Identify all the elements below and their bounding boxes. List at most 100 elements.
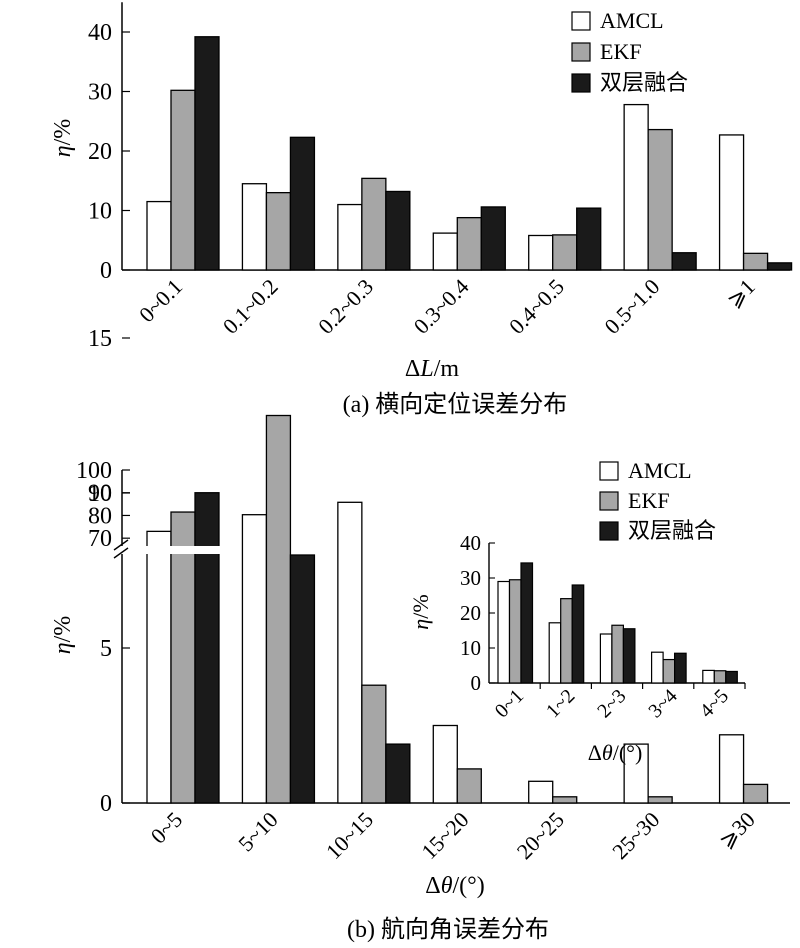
bar — [662, 658, 676, 684]
bar — [599, 633, 613, 684]
y-tick-label: 80 — [88, 503, 112, 529]
bar — [647, 128, 673, 271]
bar — [265, 414, 292, 804]
x-tick-label: 15~20 — [416, 807, 473, 864]
bar — [552, 234, 578, 271]
bar — [432, 232, 458, 271]
bar — [673, 652, 687, 684]
bar — [361, 177, 387, 271]
bar — [571, 584, 585, 684]
y-tick-label: 10 — [88, 481, 112, 507]
x-tick-label: ⩾30 — [714, 807, 760, 853]
x-tick-label: 3~4 — [644, 685, 681, 722]
bar — [456, 768, 482, 804]
legend-label: EKF — [628, 488, 670, 513]
y-tick-label: 90 — [88, 481, 112, 507]
bar — [766, 262, 793, 271]
x-tick-label: 5~10 — [233, 807, 282, 856]
bar — [528, 780, 554, 804]
inset-y-axis-label: η/% — [408, 594, 433, 629]
legend-swatch — [599, 491, 619, 511]
bar — [265, 191, 292, 271]
x-tick-label: 10~15 — [321, 807, 378, 864]
bar — [718, 734, 745, 804]
y-axis-label: η/% — [50, 616, 76, 655]
bar — [713, 670, 727, 684]
legend-swatch — [571, 73, 591, 93]
bar — [548, 622, 562, 684]
y-tick-label: 20 — [88, 139, 112, 165]
bar — [385, 190, 411, 271]
x-tick-label: 20~25 — [512, 807, 569, 864]
bar — [480, 206, 506, 271]
y-tick-label: 40 — [88, 20, 112, 46]
bar — [456, 216, 482, 271]
x-tick-label: 4~5 — [696, 685, 733, 722]
bar — [337, 203, 363, 271]
x-tick-label: 1~2 — [542, 685, 579, 722]
axis-break-gap — [116, 546, 226, 554]
bar — [194, 492, 220, 804]
bar — [622, 628, 636, 684]
bar — [647, 796, 673, 804]
x-tick-label: 0~0.1 — [134, 274, 187, 327]
bar — [560, 598, 573, 684]
inset-y-tick-label: 40 — [460, 531, 481, 555]
x-axis-label: ΔL/m — [405, 356, 459, 382]
x-axis-label: Δθ/(°) — [425, 873, 484, 899]
bar — [671, 252, 697, 271]
axis-break-mark — [113, 539, 129, 551]
x-tick-label: 0.5~1.0 — [599, 274, 664, 339]
bar — [576, 207, 602, 271]
bar — [289, 136, 316, 271]
bar — [650, 651, 664, 684]
bar — [170, 89, 196, 271]
legend-swatch — [599, 521, 619, 541]
x-tick-label: 0~1 — [491, 685, 528, 722]
panel-a-chart: 0 10 20 30 40 0~0.1 0.1~0.2 0.2~0.3 0.3~0.4 0.4~0… — [50, 2, 793, 382]
legend-label: AMCL — [600, 8, 664, 33]
legend-label: 双层融合 — [628, 518, 716, 543]
bar — [742, 783, 769, 804]
legend-label: 双层融合 — [600, 70, 688, 95]
y-tick-label: 70 — [88, 526, 112, 552]
legend-swatch — [571, 42, 591, 62]
bar — [289, 554, 316, 804]
inset-y-tick-label: 30 — [460, 566, 481, 590]
bar — [742, 252, 769, 271]
legend-swatch — [599, 461, 619, 481]
x-tick-label: 0~5 — [146, 807, 188, 849]
bar — [361, 684, 387, 804]
y-tick-label: 5 — [100, 636, 112, 662]
inset-x-axis-label: Δθ/(°) — [588, 740, 643, 765]
bar — [725, 670, 738, 684]
y-tick-label: 100 — [76, 458, 112, 484]
y-tick-label: 30 — [88, 80, 112, 106]
bar — [497, 580, 511, 684]
bar — [337, 501, 363, 804]
bar — [508, 579, 522, 684]
bar — [146, 530, 172, 804]
x-tick-label: 0.1~0.2 — [218, 274, 283, 339]
legend-label: AMCL — [628, 458, 692, 483]
x-tick-label: 0.3~0.4 — [409, 274, 474, 339]
bar — [432, 724, 458, 804]
panel-b-caption: (b) 航向角误差分布 — [347, 916, 549, 943]
x-tick-label: 25~30 — [607, 807, 664, 864]
bar — [194, 36, 220, 271]
axis-break-mark — [113, 547, 129, 559]
inset-y-tick-label: 20 — [460, 601, 481, 625]
x-tick-label: 0.2~0.3 — [313, 274, 378, 339]
panel-a-caption: (a) 横向定位误差分布 — [343, 391, 568, 418]
y-tick-label: 10 — [88, 199, 112, 225]
bar — [552, 796, 578, 804]
y-tick-label: 0 — [100, 258, 112, 284]
inset-y-tick-label: 10 — [460, 636, 481, 660]
x-tick-label: ⩾1 — [721, 274, 759, 312]
inset-y-tick-label: 0 — [471, 671, 482, 695]
bar — [520, 562, 534, 684]
x-tick-label: 0.4~0.5 — [504, 274, 569, 339]
bar — [611, 624, 625, 684]
bar — [623, 103, 649, 271]
